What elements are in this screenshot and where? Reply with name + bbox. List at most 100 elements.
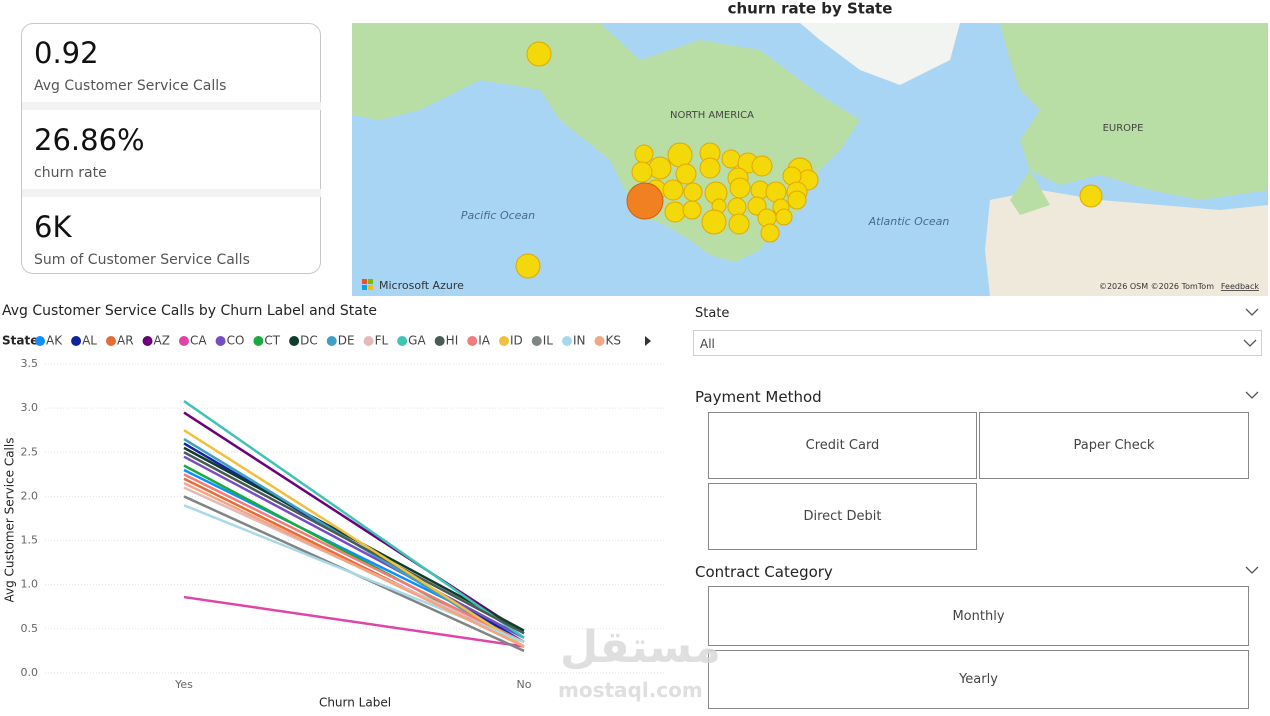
map-bubble xyxy=(682,200,702,220)
series-line xyxy=(183,455,525,639)
map-title: churn rate by State xyxy=(728,0,893,18)
legend-label: AZ xyxy=(154,334,170,348)
logo-square xyxy=(362,279,367,284)
map-bubble xyxy=(675,163,697,185)
map-bubble xyxy=(634,144,654,164)
map-bubble xyxy=(701,209,727,235)
map-bubble xyxy=(526,41,552,67)
map-bubble xyxy=(1079,184,1103,208)
map-visual: churn rate by State NORTH AMERICA EUROPE… xyxy=(352,0,1268,296)
legend-marker xyxy=(467,336,478,346)
legend-label: GA xyxy=(408,334,426,348)
slicer-title: Contract Category xyxy=(695,563,833,581)
dropdown-value: All xyxy=(700,337,715,351)
map-label: Atlantic Ocean xyxy=(868,215,950,228)
kpi-label: Sum of Customer Service Calls xyxy=(34,252,250,268)
map-label: EUROPE xyxy=(1103,123,1144,134)
y-axis-label: Avg Customer Service Calls xyxy=(3,438,17,603)
legend-label: IN xyxy=(573,334,586,348)
legend-label: CT xyxy=(264,334,280,348)
legend-marker xyxy=(363,336,374,346)
legend-marker xyxy=(498,336,509,346)
logo-square xyxy=(368,279,373,284)
legend-label: HI xyxy=(446,334,459,348)
map-bubble xyxy=(728,213,750,235)
map-bubble xyxy=(667,142,693,168)
map-bubble xyxy=(727,197,747,217)
legend-marker xyxy=(35,336,45,346)
y-tick-label: 1.5 xyxy=(21,534,39,547)
logo-square xyxy=(368,285,373,290)
slicer-button[interactable]: Credit Card xyxy=(708,412,977,479)
kpi-card: 6K Sum of Customer Service Calls xyxy=(34,210,320,268)
legend-marker xyxy=(105,336,116,346)
map-bubble xyxy=(699,157,721,179)
chevron[interactable] xyxy=(1244,306,1260,318)
legend-marker xyxy=(594,336,605,346)
map-bubble xyxy=(631,161,653,183)
legend-label: DC xyxy=(300,334,318,348)
land-ice xyxy=(800,23,960,85)
map-feedback[interactable]: Feedback xyxy=(1221,282,1259,291)
map-bubble xyxy=(683,182,703,202)
legend-label: AK xyxy=(46,334,63,348)
map-bubble xyxy=(662,179,684,201)
map-bubble xyxy=(648,156,672,180)
kpi-card: 0.92 Avg Customer Service Calls xyxy=(34,36,320,94)
slicer-title: Payment Method xyxy=(695,388,822,406)
map-label: Pacific Ocean xyxy=(461,209,535,222)
chevron xyxy=(1243,339,1257,347)
legend-marker xyxy=(178,336,189,346)
land xyxy=(1000,23,1268,200)
legend-label: DE xyxy=(338,334,355,348)
chevron[interactable] xyxy=(1244,389,1260,401)
x-axis-label: Churn Label xyxy=(319,696,391,710)
legend-label: IA xyxy=(478,334,491,348)
legend-next[interactable] xyxy=(645,336,651,346)
map-bubble xyxy=(751,155,773,177)
legend-marker xyxy=(215,336,226,346)
slicer-button[interactable]: Yearly xyxy=(708,650,1249,709)
legend-label: FL xyxy=(375,334,389,348)
map-brand: Microsoft Azure xyxy=(379,279,464,292)
slicer-button[interactable]: Direct Debit xyxy=(708,483,977,550)
map-label: NORTH AMERICA xyxy=(670,110,754,121)
slicer-button[interactable]: Monthly xyxy=(708,586,1249,646)
series-line xyxy=(183,411,525,635)
legend-label: AR xyxy=(117,334,134,348)
series-line xyxy=(183,595,525,648)
map-bubbles xyxy=(515,41,1103,279)
dropdown[interactable]: All xyxy=(693,330,1262,356)
map-bubble xyxy=(775,208,793,226)
legend-marker xyxy=(71,336,82,346)
y-tick-label: 3.5 xyxy=(21,357,39,370)
legend-label: ID xyxy=(510,334,523,348)
legend-label: CA xyxy=(190,334,207,348)
map-attribution: ©2026 OSM ©2026 TomTom xyxy=(1099,282,1214,291)
legend-title: State xyxy=(2,334,38,348)
y-tick-label: 0.5 xyxy=(21,622,39,635)
series-line xyxy=(183,400,525,639)
slicer-button[interactable]: Paper Check xyxy=(979,412,1249,479)
kpi-value: 6K xyxy=(34,210,72,244)
line-chart: Avg Customer Service Calls by Churn Labe… xyxy=(2,303,665,710)
chevron[interactable] xyxy=(1244,564,1260,576)
kpi-label: churn rate xyxy=(34,165,107,181)
kpi-value: 26.86% xyxy=(34,123,145,157)
kpi-cards: 0.92 Avg Customer Service Calls 26.86% c… xyxy=(21,23,321,274)
separator xyxy=(22,102,321,110)
map-bubble xyxy=(729,177,751,199)
slicer-title: State xyxy=(695,306,730,321)
legend-marker xyxy=(289,336,300,346)
logo-square xyxy=(362,285,367,290)
watermark: mostaql.com xyxy=(558,678,703,702)
legend-marker xyxy=(253,336,264,346)
y-tick-label: 0.0 xyxy=(21,666,39,679)
watermark: مستقل xyxy=(560,622,721,673)
legend-label: CO xyxy=(227,334,245,348)
y-tick-label: 2.5 xyxy=(21,445,39,458)
y-tick-label: 3.0 xyxy=(21,401,39,414)
y-tick-label: 1.0 xyxy=(21,578,39,591)
legend-label: AL xyxy=(82,334,97,348)
